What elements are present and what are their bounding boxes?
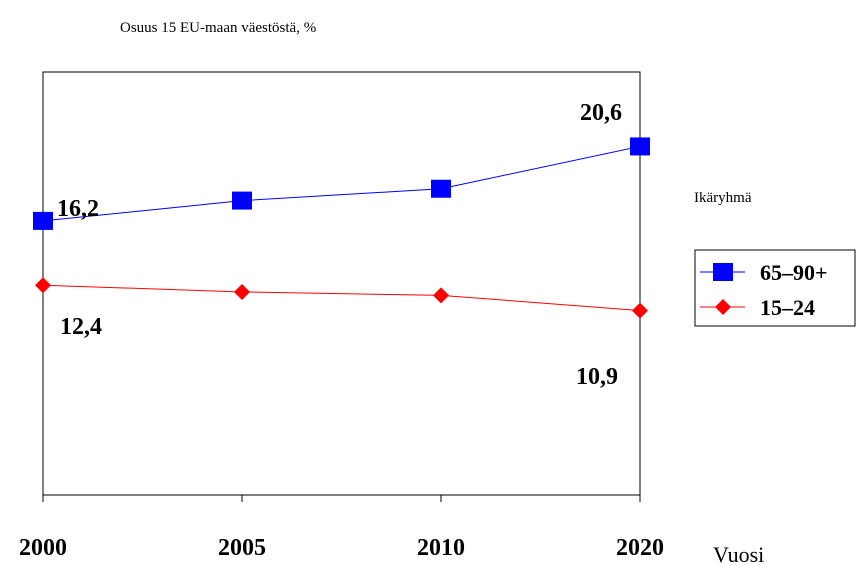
legend-marker-2 <box>715 299 731 315</box>
x-tick-label-2010: 2010 <box>417 535 465 561</box>
x-axis-ticks <box>42 495 641 502</box>
series-line-1 <box>42 145 641 222</box>
series-line-2 <box>42 284 641 312</box>
point-s2-2020 <box>632 302 648 319</box>
legend-marker-1 <box>713 263 733 281</box>
point-s1-2010 <box>431 179 451 198</box>
legend-label-1: 65–90+ <box>760 260 828 285</box>
plot-area <box>42 71 641 496</box>
point-s1-2005 <box>232 191 252 210</box>
legend-item-2: 15–24 <box>700 295 815 320</box>
legend-label-2: 15–24 <box>760 295 815 320</box>
point-s1-2000 <box>33 211 53 230</box>
x-tick-label-2020: 2020 <box>616 535 664 561</box>
legend-items: 65–90+ 15–24 <box>700 260 828 320</box>
point-s1-2020 <box>630 137 650 156</box>
point-s2-2005 <box>234 283 250 300</box>
data-label-s2-2000: 12,4 <box>60 314 102 340</box>
series-1 <box>33 137 650 230</box>
legend: 65–90+ 15–24 <box>694 249 856 327</box>
data-label-s2-2020: 10,9 <box>576 364 618 390</box>
point-s2-2000 <box>35 277 51 294</box>
x-tick-label-2005: 2005 <box>218 535 266 561</box>
legend-title: Ikäryhmä <box>694 190 752 206</box>
point-s2-2010 <box>433 287 449 304</box>
data-labels: 16,2 20,6 12,4 10,9 <box>57 100 622 390</box>
x-axis-label: Vuosi <box>713 542 764 566</box>
data-label-s1-2020: 20,6 <box>580 100 622 126</box>
series-2 <box>35 277 648 319</box>
data-label-s1-2000: 16,2 <box>57 196 99 222</box>
x-axis-tick-labels: 2000 2005 2010 2020 <box>19 535 664 561</box>
x-tick-label-2000: 2000 <box>19 535 67 561</box>
legend-item-1: 65–90+ <box>700 260 828 285</box>
chart-subtitle: Osuus 15 EU-maan väestöstä, % <box>120 20 316 36</box>
series-layer <box>33 137 650 319</box>
